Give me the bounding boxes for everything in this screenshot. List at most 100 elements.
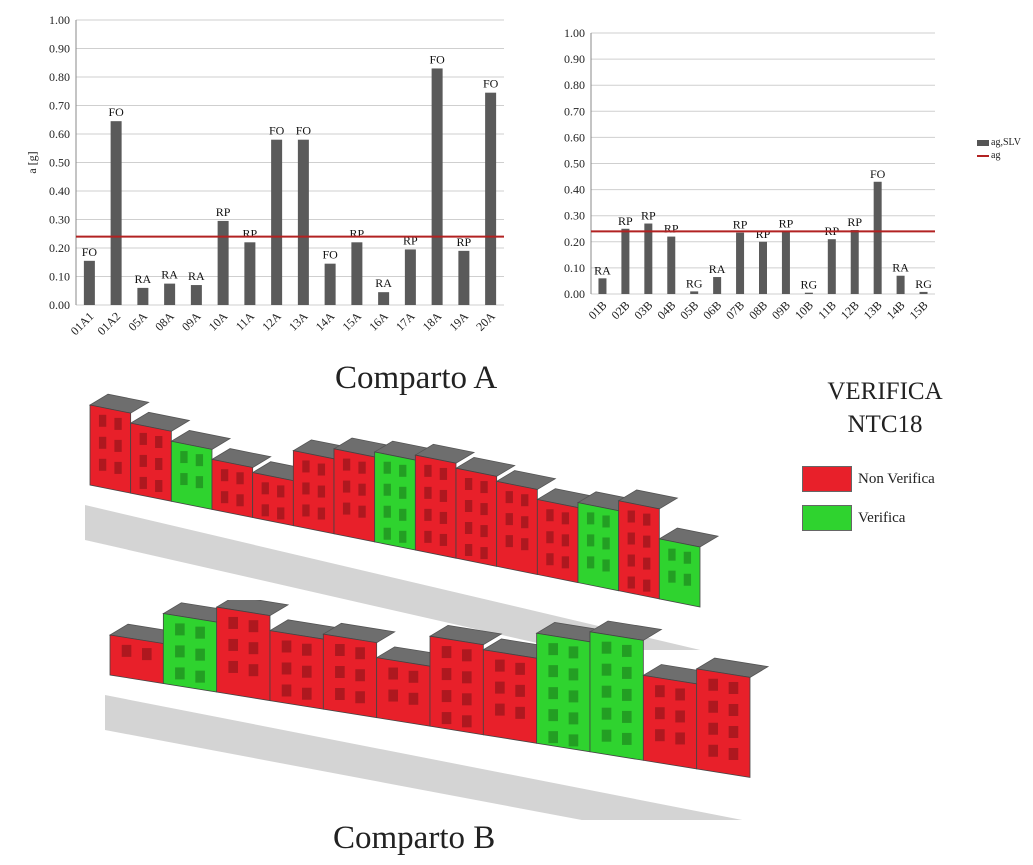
window [248, 664, 259, 677]
x-tick-label: 20A [473, 309, 498, 334]
window [495, 659, 505, 672]
bar-13B [873, 181, 882, 294]
building-non-verifica [455, 467, 498, 567]
window [155, 458, 163, 471]
legend-non-verifica-label: Non Verifica [858, 470, 935, 487]
window [462, 693, 472, 706]
legend-item-ag: ag [977, 149, 1021, 162]
window [98, 414, 107, 427]
window [175, 645, 185, 658]
building-non-verifica [376, 657, 431, 727]
window [441, 668, 452, 681]
window [708, 744, 718, 757]
window [602, 559, 610, 572]
window [228, 660, 238, 673]
y-tick-label: 0.70 [564, 104, 585, 118]
window [675, 732, 685, 745]
legend-verifica-label: Verifica [858, 509, 906, 526]
window [586, 512, 595, 525]
window [495, 703, 505, 716]
window [586, 534, 595, 547]
window [441, 712, 452, 725]
window [355, 669, 365, 682]
window [675, 688, 685, 701]
bar-19A [458, 250, 470, 305]
window [98, 458, 107, 471]
window [139, 454, 147, 467]
x-tick-label: 13A [286, 309, 311, 334]
window [515, 662, 525, 675]
bar-03B [644, 223, 653, 294]
bar-annotation: RP [847, 215, 862, 229]
window [220, 469, 229, 482]
bar-annotation: RG [686, 276, 703, 290]
y-tick-label: 0.70 [49, 99, 70, 113]
title-comparto-a: Comparto A [335, 360, 498, 396]
window [462, 649, 472, 662]
y-tick-label: 0.60 [564, 130, 585, 144]
window [388, 689, 398, 702]
window [480, 481, 488, 494]
window [728, 747, 739, 760]
building-non-verifica [130, 422, 172, 502]
bar-annotation: RP [618, 214, 633, 228]
window [355, 647, 365, 660]
window [277, 485, 285, 498]
window [548, 687, 558, 700]
window [655, 707, 665, 720]
window [342, 458, 351, 471]
window [441, 646, 452, 659]
bar-09A [190, 285, 202, 305]
x-tick-label: 15A [339, 309, 364, 334]
bar-annotation: RP [216, 205, 231, 219]
bar-05A [137, 287, 149, 305]
window [248, 620, 259, 633]
bar-annotation: FO [483, 77, 499, 91]
window [302, 460, 310, 473]
window [480, 503, 488, 516]
x-tick-label: 09A [179, 309, 204, 334]
y-tick-label: 0.00 [564, 287, 585, 301]
window [399, 508, 407, 521]
window [335, 644, 345, 657]
legend-label-agslv: ag,SLV [991, 137, 1021, 148]
x-tick-label: 11B [815, 298, 839, 322]
building-non-verifica [109, 634, 164, 685]
bar-annotation: RA [594, 263, 611, 277]
x-tick-label: 15B [907, 298, 931, 322]
window [462, 715, 472, 728]
window [568, 734, 579, 747]
window [643, 557, 651, 570]
bar-12A [271, 139, 283, 305]
window [561, 534, 570, 547]
x-tick-label: 07B [723, 298, 747, 322]
x-tick-label: 17A [393, 309, 418, 334]
window [142, 648, 152, 661]
window [236, 494, 244, 507]
window [439, 489, 448, 502]
window [335, 666, 345, 679]
window [302, 643, 312, 656]
window [175, 623, 185, 636]
window [358, 505, 366, 518]
window [399, 486, 407, 499]
bar-annotation: RP [403, 233, 418, 247]
green-swatch-icon [802, 505, 852, 531]
chart-comparto-b: 0.00 0.10 0.20 0.30 0.40 0.50 0.60 0.70 0.80 0.90… [564, 26, 935, 322]
window [601, 641, 612, 654]
window [601, 707, 612, 720]
bar-06B [713, 277, 722, 294]
window [622, 666, 632, 679]
window [98, 436, 107, 449]
window [155, 436, 163, 449]
x-tick-label: 19A [446, 309, 471, 334]
window [627, 554, 635, 567]
bar-annotation: RP [779, 216, 794, 230]
y-tick-label: 1.00 [564, 26, 585, 40]
window [335, 688, 345, 701]
window [424, 508, 432, 521]
bar-04B [667, 236, 676, 294]
window [248, 642, 259, 655]
legend-verifica: Verifica [802, 505, 905, 531]
window [342, 502, 351, 515]
